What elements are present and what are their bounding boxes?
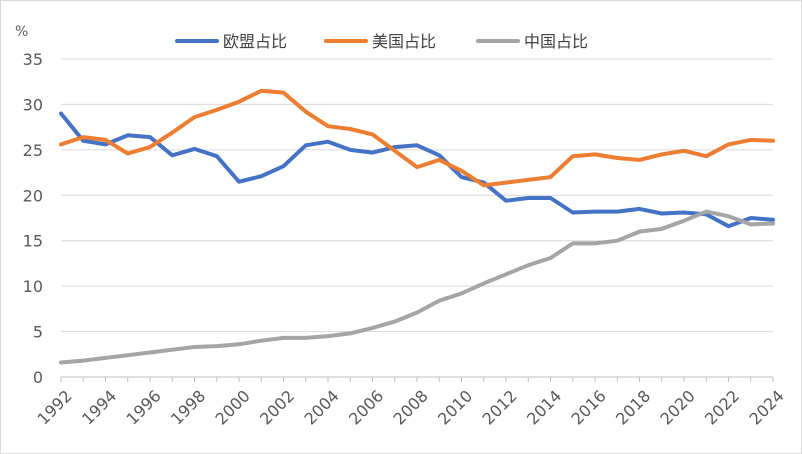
x-tick-label: 2024 — [746, 386, 788, 428]
y-tick-label: 0 — [33, 368, 43, 387]
legend: 欧盟占比 美国占比 中国占比 — [175, 32, 588, 51]
y-tick-label: 15 — [23, 232, 43, 251]
x-tick-label: 2022 — [701, 386, 743, 428]
series-lines — [59, 88, 775, 365]
x-tick-label: 2012 — [479, 386, 521, 428]
series-line — [59, 111, 775, 229]
legend-label: 欧盟占比 — [223, 32, 287, 51]
series-line — [59, 88, 775, 188]
x-tick-label: 2018 — [612, 386, 654, 428]
x-tick-label: 2008 — [390, 386, 432, 428]
series-line — [59, 209, 775, 365]
x-tick-label: 2004 — [301, 386, 343, 428]
y-tick-label: 30 — [23, 95, 43, 114]
y-tick-label: 10 — [23, 277, 43, 296]
x-tick-label: 2000 — [212, 386, 254, 428]
x-tick-label: 1992 — [34, 386, 76, 428]
y-tick-label: 35 — [23, 50, 43, 69]
x-tick-label: 1998 — [167, 386, 209, 428]
y-tick-label: 5 — [33, 323, 43, 342]
x-tick-label: 2006 — [345, 386, 387, 428]
y-tick-label: 20 — [23, 186, 43, 205]
x-tick-label: 2010 — [434, 386, 476, 428]
x-tick-label: 1996 — [123, 386, 165, 428]
x-tick-label: 2014 — [523, 386, 565, 428]
legend-label: 中国占比 — [524, 32, 588, 51]
gridlines — [61, 58, 773, 333]
x-tick-label: 2016 — [568, 386, 610, 428]
x-tick-label: 2020 — [657, 386, 699, 428]
legend-label: 美国占比 — [372, 32, 436, 51]
y-axis-unit-label: % — [15, 24, 28, 40]
x-tick-label: 1994 — [78, 386, 120, 428]
y-tick-label: 25 — [23, 141, 43, 160]
x-tick-label: 2002 — [256, 386, 298, 428]
